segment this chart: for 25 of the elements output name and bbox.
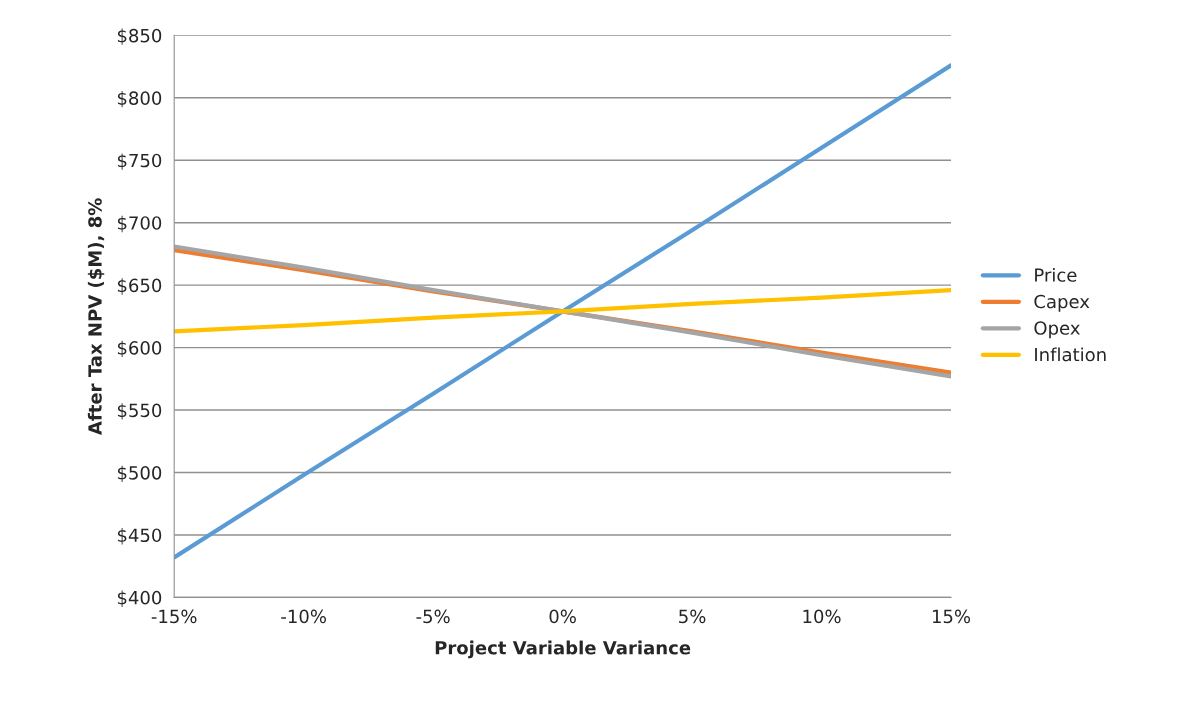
x-tick-label: -15%: [151, 609, 197, 624]
y-tick-label: $800: [117, 90, 162, 108]
x-tick-label: 10%: [803, 609, 841, 624]
x-tick-label: 0%: [549, 609, 576, 624]
y-tick-label: $400: [117, 590, 162, 607]
line-series: [174, 288, 952, 334]
y-tick-label: $700: [117, 215, 162, 233]
y-tick-label: $650: [117, 278, 162, 295]
y-tick-label: $450: [117, 528, 162, 545]
line-series: [174, 63, 952, 560]
legend-label: Capex: [1034, 294, 1090, 312]
legend-label: Price: [1035, 267, 1077, 282]
y-axis-title: After Tax NPV ($M), 8%: [87, 198, 105, 436]
x-tick-label: 15%: [932, 609, 971, 624]
x-tick-label: 5%: [679, 609, 706, 624]
legend-label: Inflation: [1035, 347, 1106, 362]
y-tick-label: $850: [117, 28, 162, 45]
x-tick-label: -10%: [281, 609, 326, 624]
legend-label: Opex: [1034, 321, 1080, 339]
y-tick-label: $500: [117, 465, 162, 483]
y-tick-label: $600: [117, 340, 162, 358]
x-axis-title: Project Variable Variance: [435, 640, 691, 659]
y-tick-label: $750: [117, 153, 162, 170]
y-tick-label: $550: [117, 403, 162, 420]
x-tick-label: -5%: [416, 609, 450, 624]
